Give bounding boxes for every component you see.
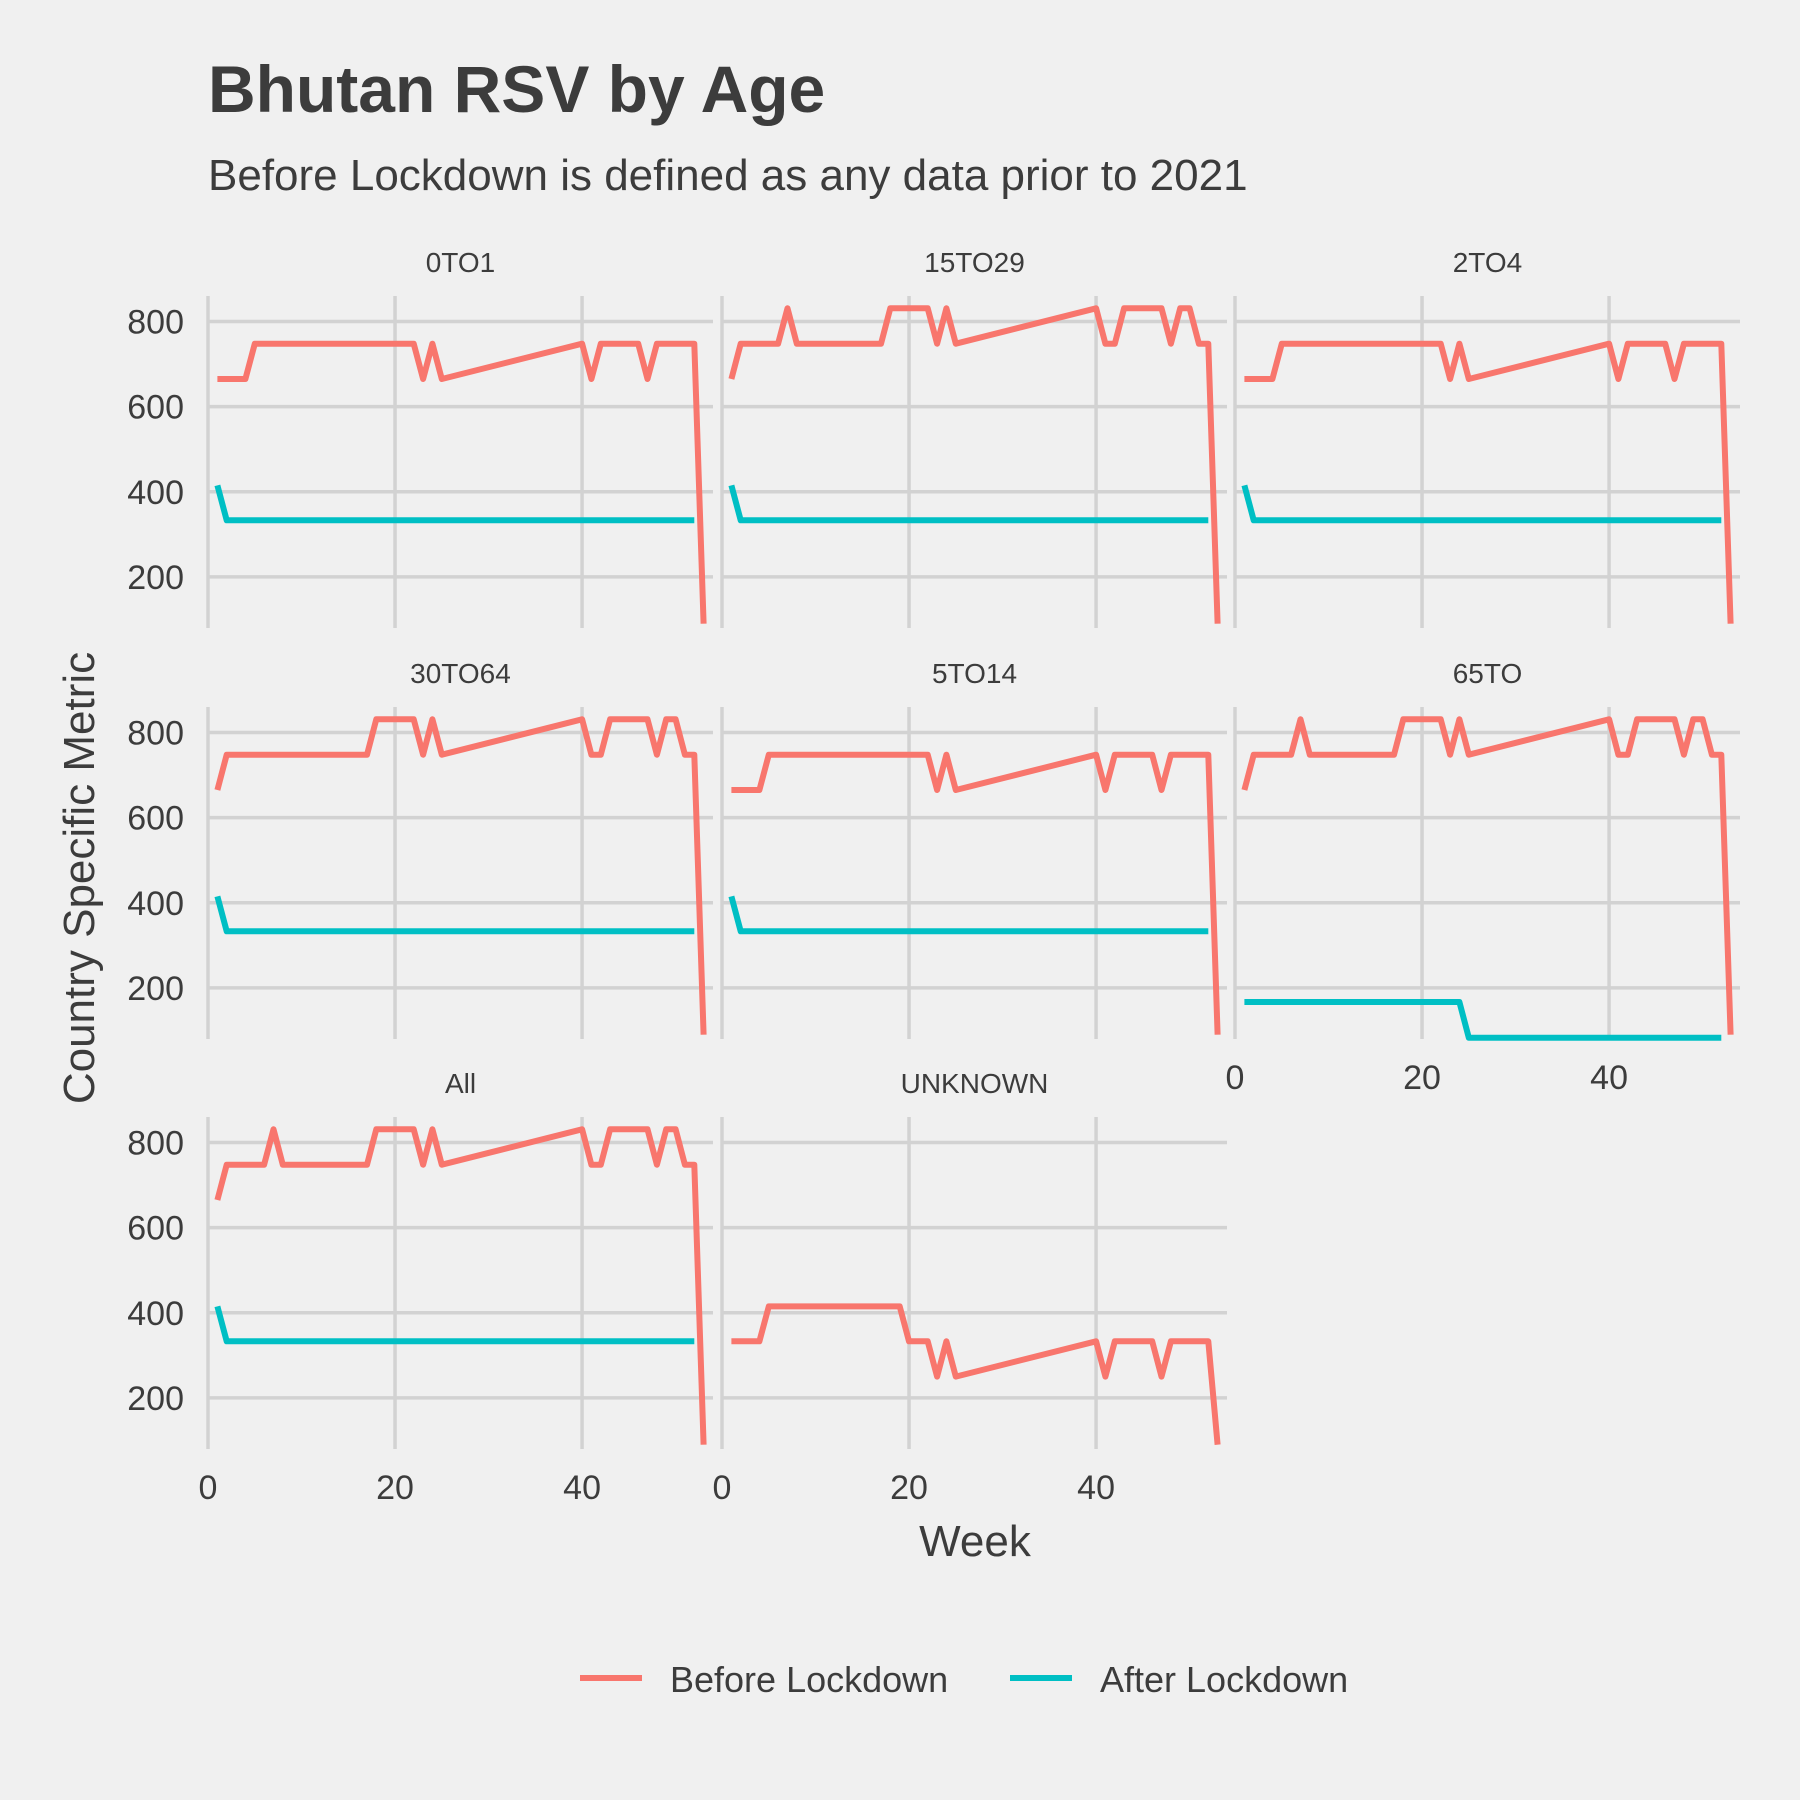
- series-line-after-lockdown: [728, 484, 1209, 524]
- panel-30to64: 30TO64 200 400 600 800: [127, 658, 713, 1039]
- x-tick-label: 0: [1226, 1059, 1245, 1097]
- panel-5to14: 5TO14: [720, 658, 1227, 1039]
- series-line-before-lockdown: [217, 340, 707, 624]
- y-tick-label: 400: [127, 885, 184, 923]
- y-tick-label: 400: [127, 474, 184, 512]
- panel-2to4: 2TO4: [1233, 247, 1740, 628]
- chart-title: Bhutan RSV by Age: [208, 52, 825, 126]
- y-tick-label: 800: [127, 715, 184, 753]
- panel-0to1: 0TO1 200 400 600 800: [127, 247, 713, 628]
- panel-strip-label: All: [445, 1068, 476, 1099]
- series-line-after-lockdown: [214, 895, 695, 935]
- y-tick-label: 600: [127, 389, 184, 427]
- panel-strip-label: 5TO14: [932, 658, 1017, 689]
- panel-15to29: 15TO29: [720, 247, 1227, 628]
- panel-strip-label: 15TO29: [924, 247, 1025, 278]
- y-tick-label: 800: [127, 1125, 184, 1163]
- series-line-before-lockdown: [1244, 340, 1734, 624]
- x-axis-title: Week: [919, 1517, 1032, 1566]
- y-tick-label: 600: [127, 1210, 184, 1248]
- panel-unknown: UNKNOWN 0 20 40: [713, 1068, 1227, 1507]
- panel-strip-label: 65TO: [1453, 658, 1523, 689]
- legend: Before Lockdown After Lockdown: [580, 1659, 1348, 1700]
- x-tick-label: 20: [1403, 1059, 1441, 1097]
- chart-subtitle: Before Lockdown is defined as any data p…: [208, 151, 1248, 200]
- y-tick-label: 600: [127, 800, 184, 838]
- x-tick-label: 40: [1590, 1059, 1628, 1097]
- y-tick-label: 400: [127, 1295, 184, 1333]
- y-tick-label: 200: [127, 1380, 184, 1418]
- series-line-after-lockdown: [214, 1305, 695, 1345]
- panel-65to: 65TO 0 20 40: [1226, 658, 1740, 1097]
- series-line-before-lockdown: [214, 716, 707, 1035]
- x-tick-label: 40: [1077, 1469, 1115, 1507]
- legend-label-after-lockdown: After Lockdown: [1100, 1659, 1348, 1700]
- x-tick-label: 0: [199, 1469, 218, 1507]
- series-line-after-lockdown: [728, 895, 1209, 935]
- series-line-before-lockdown: [728, 305, 1221, 624]
- x-tick-label: 40: [563, 1469, 601, 1507]
- series-line-before-lockdown: [214, 1126, 707, 1445]
- series-line-before-lockdown: [731, 1303, 1221, 1445]
- x-tick-label: 20: [890, 1469, 928, 1507]
- series-line-after-lockdown: [1241, 484, 1722, 524]
- y-axis-title: Country Specific Metric: [55, 652, 104, 1104]
- legend-label-before-lockdown: Before Lockdown: [670, 1659, 948, 1700]
- x-tick-label: 0: [713, 1469, 732, 1507]
- series-line-before-lockdown: [1241, 716, 1734, 1035]
- series-line-before-lockdown: [731, 751, 1221, 1035]
- panel-strip-label: 2TO4: [1453, 247, 1523, 278]
- panel-all: All 200 400 600 800 0 20 40: [127, 1068, 713, 1507]
- panel-strip-label: UNKNOWN: [901, 1068, 1049, 1099]
- panel-strip-label: 0TO1: [426, 247, 496, 278]
- y-tick-label: 800: [127, 304, 184, 342]
- y-tick-label: 200: [127, 559, 184, 597]
- series-line-after-lockdown: [214, 484, 695, 524]
- x-tick-label: 20: [376, 1469, 414, 1507]
- y-tick-label: 200: [127, 970, 184, 1008]
- panel-strip-label: 30TO64: [410, 658, 511, 689]
- series-line-after-lockdown: [1244, 999, 1722, 1041]
